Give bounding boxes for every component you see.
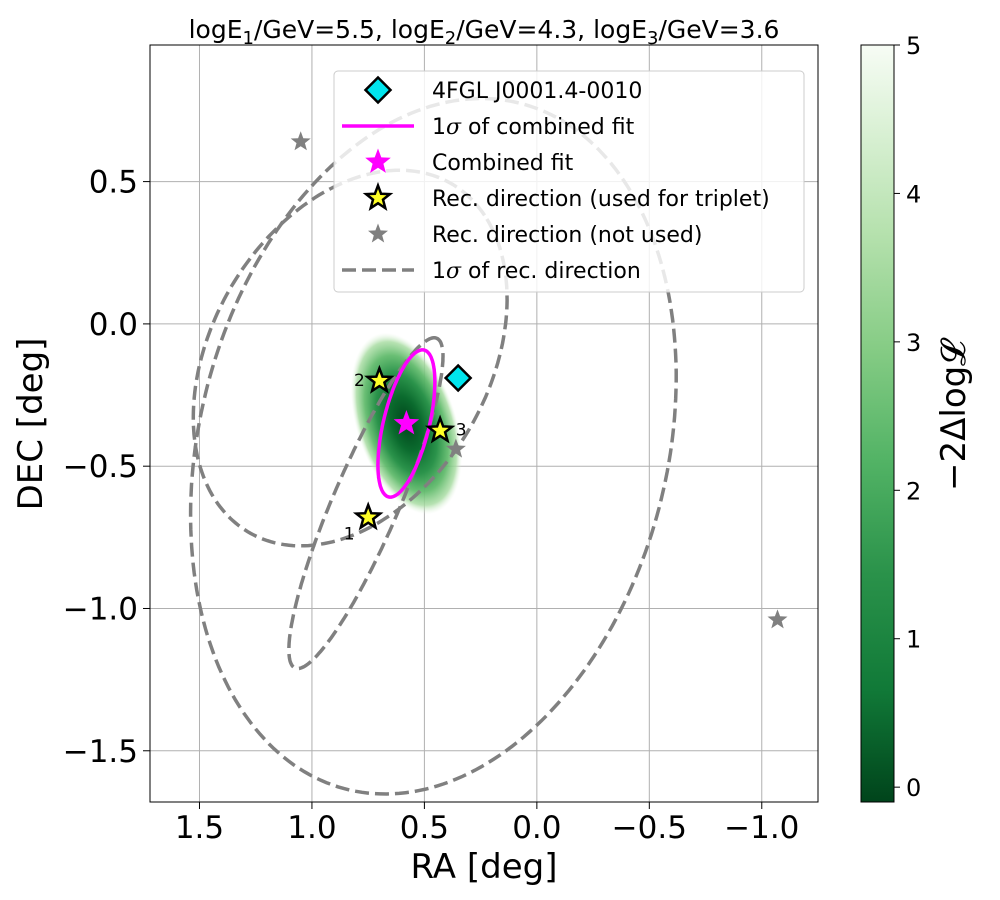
colorbar-gradient [860, 44, 895, 803]
colorbar-tick-label: 2 [906, 477, 921, 505]
legend-magenta-star [365, 148, 391, 173]
x-tick-label: 0.0 [512, 810, 561, 846]
x-axis-label: RA [deg] [411, 847, 558, 887]
x-axis: 1.5 1.0 0.5 0.0 −0.5 −1.0 [175, 802, 799, 846]
title-part-2: logE [593, 15, 647, 44]
legend-label-3: Combined fit [432, 151, 574, 176]
rec-direction-ellipse-1 [188, 96, 678, 796]
legend-label-symbol: σ [446, 115, 462, 140]
used-direction-label-3: 3 [456, 421, 467, 441]
source-diamond [443, 363, 473, 393]
y-axis-label: DEC [deg] [11, 338, 51, 511]
legend-yellow-star [362, 181, 394, 211]
legend-label-6: 1σ of rec. direction [432, 259, 641, 284]
x-tick-label: −0.5 [612, 810, 687, 846]
y-tick-label: −1.0 [63, 591, 138, 627]
unused-direction-star-2 [445, 438, 466, 458]
y-tick-label: −0.5 [63, 449, 138, 485]
legend-label-1: 4FGL J0001.4-0010 [432, 79, 642, 104]
legend-label-text: of rec. direction [461, 259, 641, 284]
title-part-1: logE [391, 15, 445, 44]
title-subscript-1: 2 [445, 28, 456, 49]
title-subscript-2: 3 [647, 28, 658, 49]
title-subscript-0: 1 [242, 28, 253, 49]
colorbar-tick-label: 0 [906, 774, 921, 802]
legend-label-prefix: 1 [432, 115, 446, 140]
legend-label-prefix: 1 [432, 259, 446, 284]
legend-label-4: Rec. direction (used for triplet) [432, 187, 770, 212]
colorbar: 0 1 2 3 4 5 [860, 32, 921, 803]
legend-label-2: 1σ of combined fit [432, 115, 635, 140]
legend-label-5: Rec. direction (not used) [432, 223, 702, 248]
title-part-0: logE [189, 15, 243, 44]
y-tick-label: 0.5 [89, 165, 138, 201]
colorbar-label: −2Δlog𝓛 [934, 337, 974, 491]
x-tick-label: 0.5 [400, 810, 449, 846]
used-direction-star-2 [364, 364, 395, 394]
legend-label-symbol: σ [446, 259, 462, 284]
plot-area: 1 2 3 [188, 96, 788, 796]
colorbar-tick-label: 1 [906, 626, 921, 654]
used-direction-label-2: 2 [354, 371, 365, 391]
combined-fit-star [393, 410, 420, 435]
x-tick-label: −1.0 [724, 810, 799, 846]
chart-title: logE1/GeV=5.5, logE2/GeV=4.3, logE3/GeV=… [189, 15, 780, 49]
y-tick-label: 0.0 [89, 307, 138, 343]
colorbar-tick-label: 3 [906, 329, 921, 357]
y-axis: 0.5 0.0 −0.5 −1.0 −1.5 [63, 165, 150, 770]
unused-direction-star-3 [767, 609, 788, 629]
plot-frame [149, 44, 819, 803]
legend-box [333, 70, 805, 293]
legend-gray-star [368, 223, 388, 243]
y-tick-label: −1.5 [63, 734, 138, 770]
legend-diamond-marker [363, 75, 393, 105]
combined-fit-ellipse [376, 348, 437, 499]
x-tick-label: 1.5 [175, 810, 224, 846]
used-direction-star-1 [352, 501, 384, 531]
legend-label-text: of combined fit [461, 115, 635, 140]
used-direction-label-1: 1 [344, 524, 355, 544]
x-tick-label: 1.0 [287, 810, 336, 846]
used-direction-star-3 [424, 414, 456, 444]
unused-direction-star-1 [290, 131, 311, 151]
title-tail-2: /GeV=3.6 [658, 15, 779, 44]
colorbar-tick-label: 5 [906, 32, 921, 60]
title-tail-0: /GeV=5.5, [254, 15, 391, 44]
colorbar-tick-label: 4 [906, 180, 921, 208]
title-tail-1: /GeV=4.3, [456, 15, 593, 44]
